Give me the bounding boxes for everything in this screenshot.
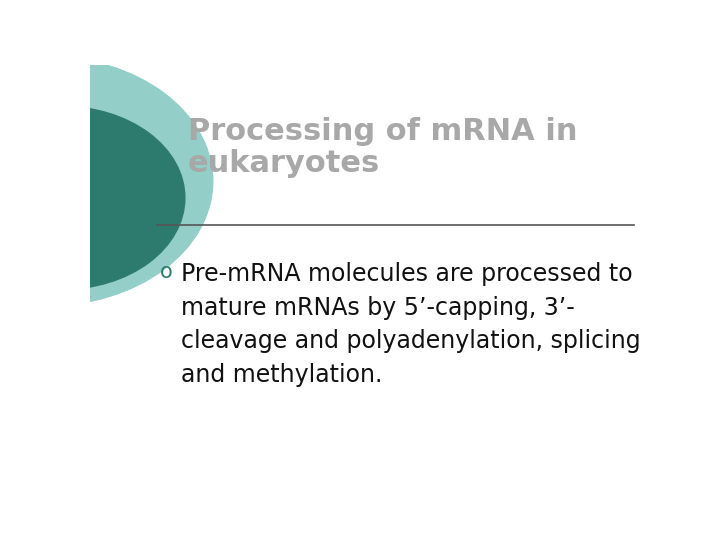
Text: Processing of mRNA in
eukaryotes: Processing of mRNA in eukaryotes [188,117,577,178]
Text: o: o [160,262,173,282]
Circle shape [0,106,185,289]
Text: Pre-mRNA molecules are processed to
mature mRNAs by 5’-capping, 3’-
cleavage and: Pre-mRNA molecules are processed to matu… [181,262,641,387]
Circle shape [0,57,213,306]
